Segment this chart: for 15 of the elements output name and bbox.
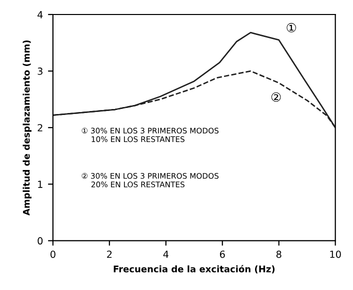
x-tick-label: 0 (50, 250, 56, 258)
x-tick-label: 6 (220, 250, 225, 258)
x-tick-label: 8 (276, 250, 282, 258)
y-tick-label: 3 (38, 68, 42, 75)
y-tick-label: 0 (38, 237, 43, 245)
y-tick-label: 4 (38, 11, 43, 18)
x-tick-label: 10 (330, 250, 341, 258)
y-tick-label: 2 (38, 124, 42, 132)
y-tick-label: 1 (38, 180, 42, 188)
x-axis-title: Frecuencia de la excitación (Hz) (114, 265, 275, 274)
y-axis-title: Amplitud de desplazamiento (mm) (22, 40, 32, 216)
x-tick-label: 2 (107, 250, 112, 258)
series-label: ① (286, 23, 296, 32)
series-label: ② (271, 92, 281, 102)
x-tick-label: 4 (163, 250, 168, 258)
